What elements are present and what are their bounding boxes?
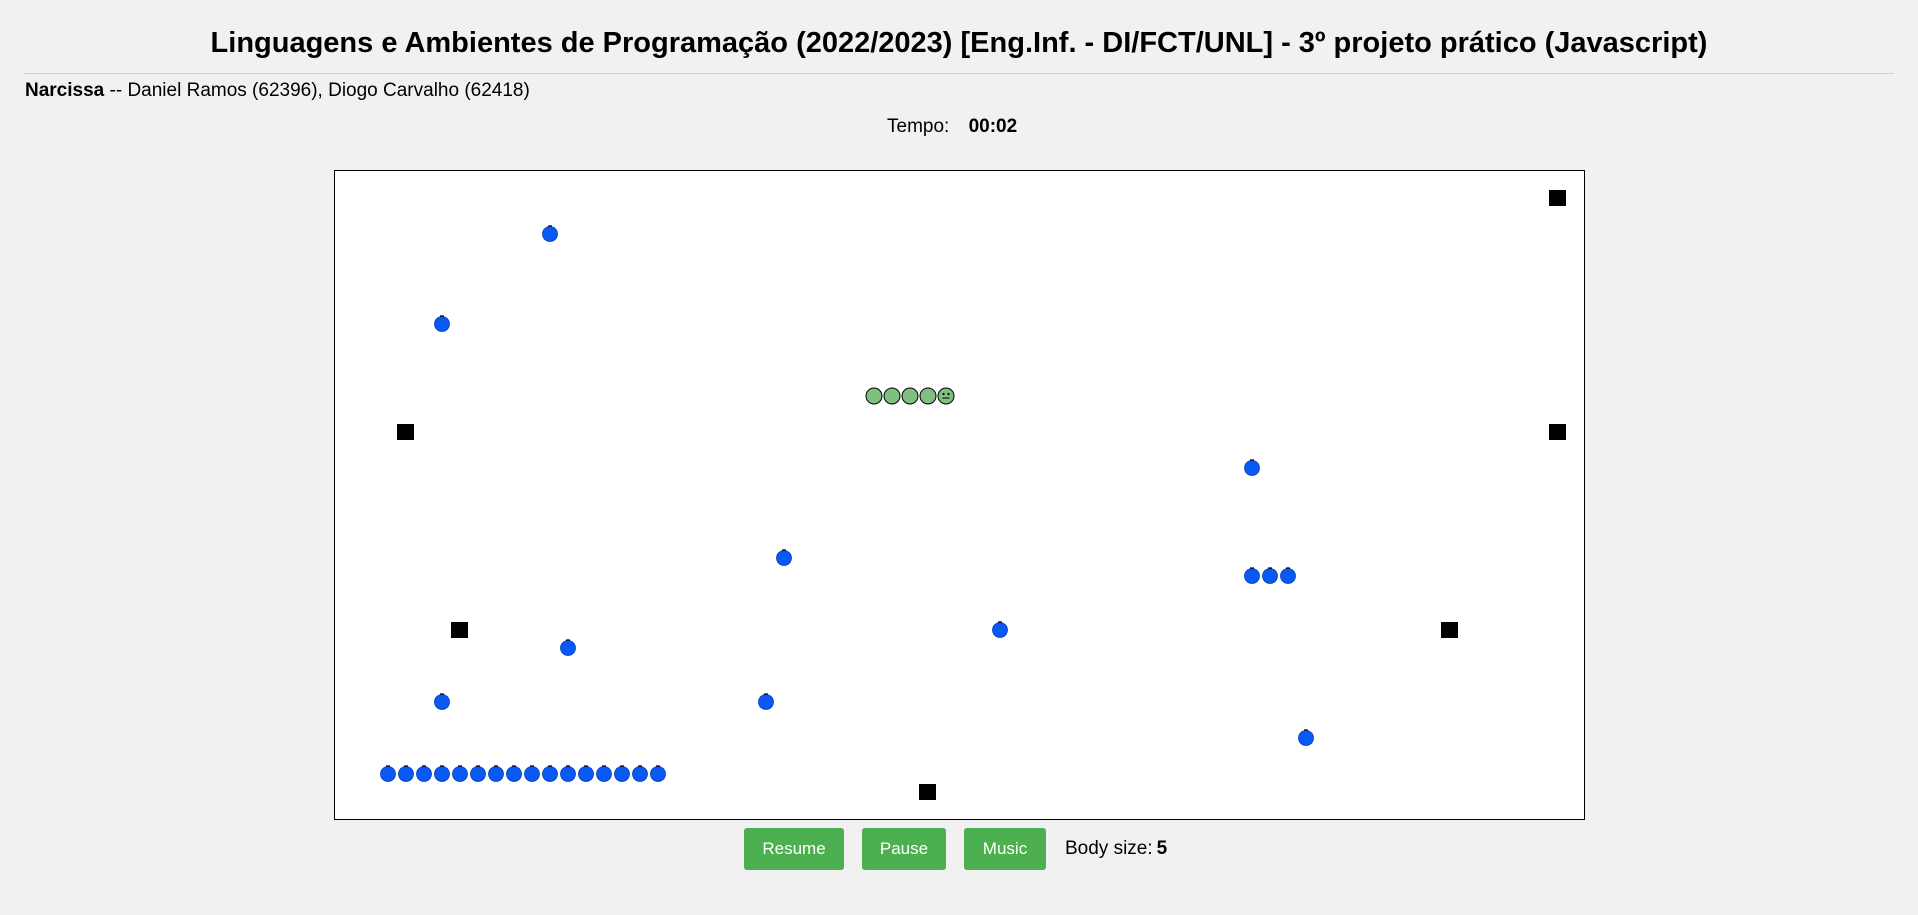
berry-icon — [1244, 459, 1260, 476]
wall-block — [1549, 424, 1566, 440]
berry-icon — [398, 765, 414, 782]
body-size-label: Body size: — [1065, 838, 1153, 859]
berry-icon — [470, 765, 486, 782]
berry-icon — [416, 765, 432, 782]
pause-button[interactable]: Pause — [862, 828, 946, 870]
berry-icon — [1244, 567, 1260, 584]
berry-icon — [506, 765, 522, 782]
berry-icon — [614, 765, 630, 782]
wall-block — [1441, 622, 1458, 638]
berry-icon — [992, 621, 1008, 638]
body-size: Body size: 5 — [1065, 838, 1167, 860]
berry-icon — [632, 765, 648, 782]
berry-icon — [542, 225, 558, 242]
berry-icon — [524, 765, 540, 782]
authors-text: -- Daniel Ramos (62396), Diogo Carvalho … — [109, 80, 530, 101]
berry-icon — [1262, 567, 1278, 584]
timer-value: 00:02 — [968, 116, 1018, 137]
wall-block — [451, 622, 468, 638]
title-divider — [24, 73, 1894, 74]
berry-icon — [488, 765, 504, 782]
game-canvas[interactable] — [335, 171, 1584, 819]
berry-icon — [380, 765, 396, 782]
snake-segment — [865, 387, 883, 405]
berry-icon — [560, 639, 576, 656]
wall-block — [397, 424, 414, 440]
game-board[interactable] — [334, 170, 1585, 820]
berry-icon — [650, 765, 666, 782]
snake-segment — [919, 387, 937, 405]
music-button[interactable]: Music — [964, 828, 1046, 870]
berry-icon — [1298, 729, 1314, 746]
timer-label: Tempo: — [887, 116, 950, 137]
snake-segment — [901, 387, 919, 405]
berry-icon — [578, 765, 594, 782]
wall-block — [919, 784, 936, 800]
resume-button[interactable]: Resume — [744, 828, 844, 870]
berry-icon — [452, 765, 468, 782]
page-title: Linguagens e Ambientes de Programação (2… — [210, 27, 1708, 59]
berry-icon — [596, 765, 612, 782]
berry-icon — [1280, 567, 1296, 584]
berry-icon — [758, 693, 774, 710]
snake-head — [937, 387, 955, 405]
authors-line: Narcissa -- Daniel Ramos (62396), Diogo … — [25, 80, 530, 102]
berry-icon — [776, 549, 792, 566]
game-name: Narcissa — [25, 80, 105, 101]
berry-icon — [560, 765, 576, 782]
wall-block — [1549, 190, 1566, 206]
snake-segment — [883, 387, 901, 405]
controls-bar: Resume Pause Music Body size: 5 — [744, 828, 1167, 870]
berry-icon — [434, 765, 450, 782]
berry-icon — [542, 765, 558, 782]
berry-icon — [434, 693, 450, 710]
berry-icon — [434, 315, 450, 332]
body-size-value: 5 — [1156, 838, 1168, 859]
timer: Tempo: 00:02 — [887, 116, 1017, 138]
